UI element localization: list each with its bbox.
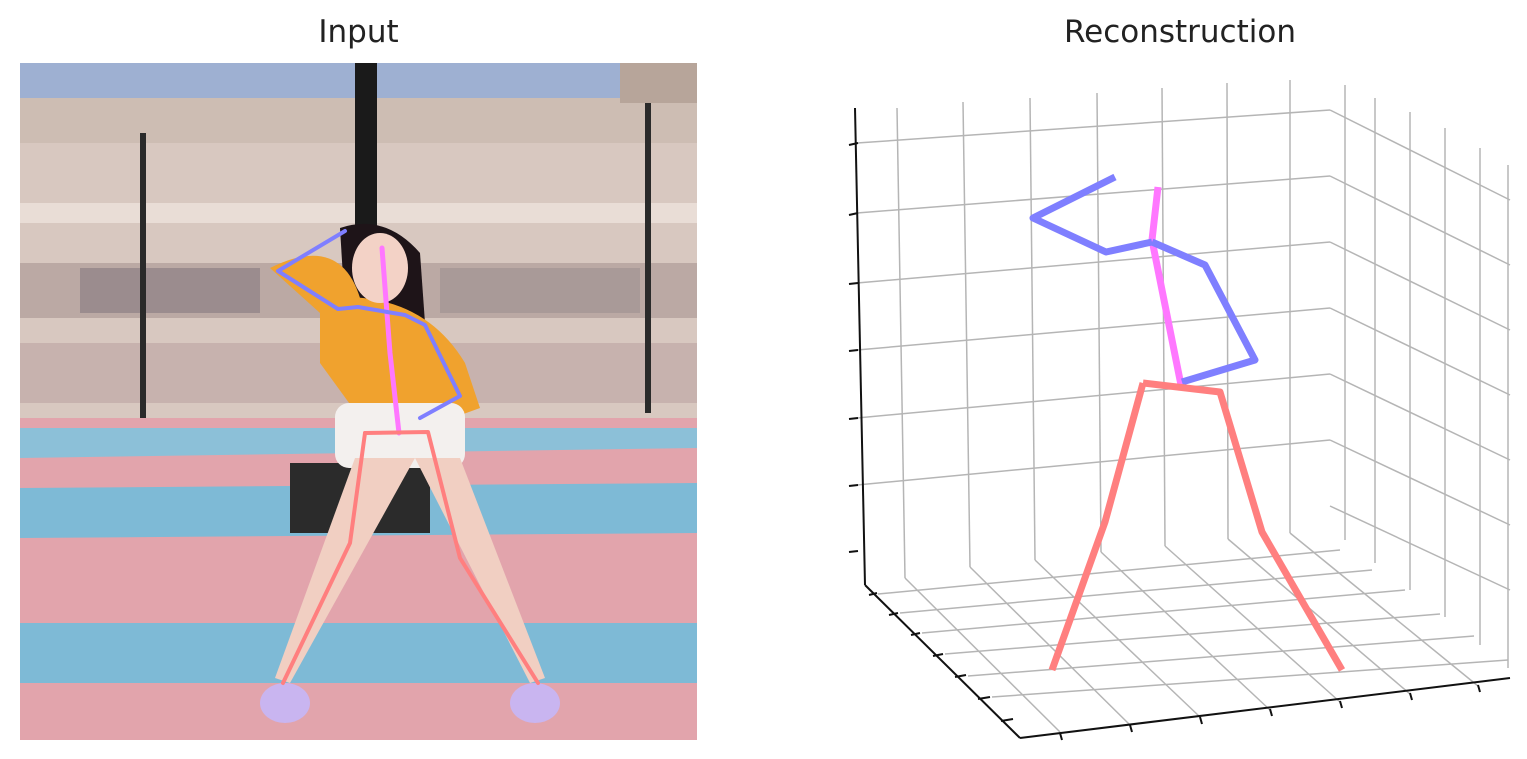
- input-image-panel: [20, 63, 697, 740]
- axes-3d: [848, 107, 1511, 741]
- spine-2d: [379, 245, 402, 436]
- grid-3d: [856, 80, 1511, 733]
- left-arm-2d: [276, 229, 360, 311]
- reconstruction-title: Reconstruction: [1063, 14, 1296, 50]
- spine-3d: [1148, 186, 1186, 391]
- skeleton-2d: [276, 229, 540, 685]
- right-leg-2d: [363, 430, 540, 685]
- input-image: [20, 63, 697, 740]
- left-leg-3d: [1048, 382, 1147, 672]
- skeleton-3d: [1029, 173, 1346, 672]
- left-leg-2d: [281, 431, 367, 685]
- reconstruction-panel: [840, 60, 1520, 755]
- right-leg-3d: [1142, 379, 1346, 672]
- reconstruction-3d-plot: [848, 80, 1511, 741]
- input-title: Input: [318, 14, 399, 50]
- right-arm-2d: [356, 305, 462, 420]
- left-arm-3d: [1029, 173, 1153, 256]
- right-arm-3d: [1150, 238, 1259, 386]
